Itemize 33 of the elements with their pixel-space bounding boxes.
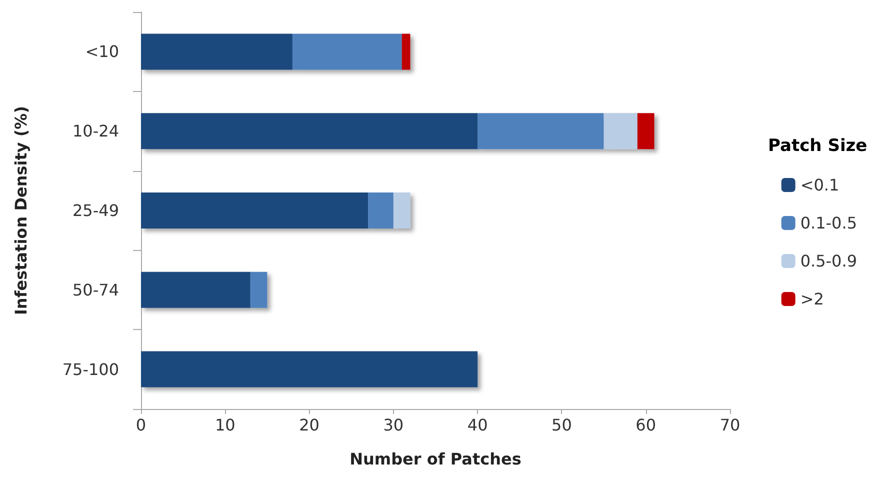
x-axis-title: Number of Patches (350, 450, 522, 468)
x-tick-label: 60 (636, 416, 656, 434)
y-tick-label: 75-100 (62, 360, 119, 379)
x-tick-label: 70 (720, 416, 740, 434)
bar (393, 192, 410, 228)
bar (141, 34, 292, 70)
legend-label: 0.5-0.9 (800, 252, 858, 270)
x-tick-label: 20 (299, 416, 320, 434)
legend-label: 0.1-0.5 (800, 214, 858, 232)
x-tick-label: 40 (467, 416, 488, 434)
x-tick-label: 10 (214, 416, 236, 434)
bar (141, 113, 478, 150)
legend-title: Patch Size (768, 136, 868, 156)
y-tick-label: <10 (85, 42, 119, 62)
bar (478, 113, 604, 150)
y-tick-label: 50-74 (72, 280, 119, 300)
bar (368, 192, 394, 228)
bar (637, 113, 654, 150)
y-axis-title: Infestation Density (%) (12, 106, 30, 316)
legend-label: <0.1 (800, 176, 840, 194)
y-tick-label: 10-24 (72, 122, 119, 141)
y-tick-label: 25-49 (72, 201, 119, 220)
bar (604, 113, 638, 150)
bar (402, 34, 410, 70)
bar (292, 34, 402, 70)
bar (141, 272, 250, 308)
legend-label: >2 (800, 290, 824, 308)
bar (141, 351, 478, 388)
x-tick-label: 30 (383, 416, 404, 434)
bar (141, 192, 368, 228)
bar (250, 272, 268, 308)
x-tick-label: 0 (136, 416, 146, 434)
x-tick-label: 50 (552, 416, 572, 434)
